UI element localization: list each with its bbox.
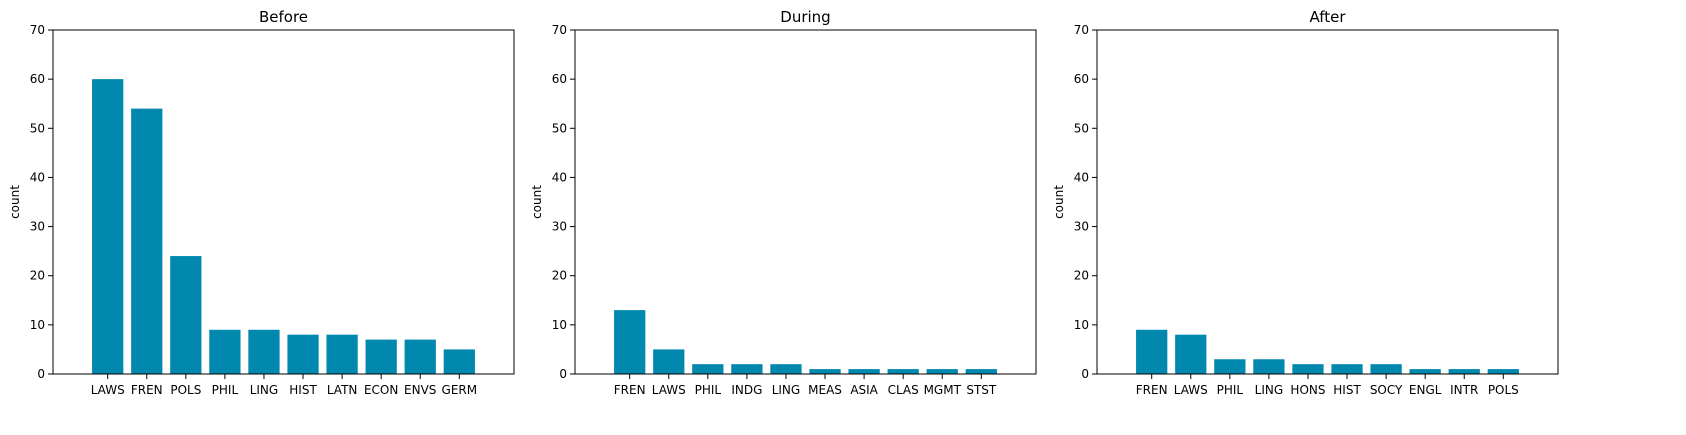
x-tick-label: LAWS xyxy=(91,383,125,397)
y-tick-label: 40 xyxy=(1074,170,1089,184)
x-tick-label: INTR xyxy=(1450,383,1478,397)
chart-panel-before: 0 10 20 30 40 50 60 70 LAWS FREN POLS PHIL LING HIST L… xyxy=(8,8,515,397)
y-tick-label: 50 xyxy=(30,121,45,135)
x-tick-label: HIST xyxy=(1333,383,1361,397)
bar-fren xyxy=(1136,329,1168,374)
x-tick-label: ENGL xyxy=(1409,383,1442,397)
bar-latn xyxy=(326,334,358,374)
x-tick-label: FREN xyxy=(1136,383,1168,397)
x-tick-label: MGMT xyxy=(924,383,962,397)
y-tick-label: 70 xyxy=(1074,23,1089,37)
y-tick-label: 0 xyxy=(37,367,45,381)
y-tick-label: 60 xyxy=(30,72,45,86)
chart-title: During xyxy=(780,8,830,26)
bar-econ xyxy=(365,339,397,374)
chart-panel-during: 0 10 20 30 40 50 60 70 FREN LAWS PHIL INDG LING MEAS A… xyxy=(530,8,1037,397)
x-tick-label: FREN xyxy=(131,383,163,397)
axes-frame xyxy=(574,29,1037,375)
bar-fren xyxy=(614,310,646,374)
x-tick-label: PHIL xyxy=(212,383,239,397)
x-tick-label: LAWS xyxy=(1174,383,1208,397)
bar-ling xyxy=(1253,359,1285,374)
bar-laws xyxy=(92,79,124,375)
x-tick-label: HONS xyxy=(1290,383,1325,397)
x-tick-label: LING xyxy=(1255,383,1284,397)
bar-germ xyxy=(443,349,475,374)
bar-meas xyxy=(809,369,841,374)
bar-fren xyxy=(131,108,163,374)
chart-title: After xyxy=(1309,8,1346,26)
y-tick-label: 10 xyxy=(30,318,45,332)
x-tick-label: MEAS xyxy=(808,383,842,397)
y-tick-label: 0 xyxy=(1081,367,1089,381)
y-tick-label: 30 xyxy=(1074,220,1089,234)
y-axis-label: count xyxy=(8,185,22,219)
x-tick-label: POLS xyxy=(1488,383,1519,397)
y-axis-label: count xyxy=(530,185,544,219)
x-tick-label: INDG xyxy=(731,383,762,397)
bar-phil xyxy=(1214,359,1246,374)
x-tick-label: POLS xyxy=(170,383,201,397)
bar-pols xyxy=(1487,369,1519,374)
bar-clas xyxy=(887,369,919,374)
x-tick-label: ASIA xyxy=(850,383,878,397)
y-tick-label: 30 xyxy=(30,220,45,234)
bar-phil xyxy=(692,364,724,374)
x-tick-label: GERM xyxy=(442,383,478,397)
x-tick-label: STST xyxy=(966,383,997,397)
bar-hist xyxy=(287,334,319,374)
bar-laws xyxy=(1175,334,1207,374)
bar-mgmt xyxy=(926,369,958,374)
x-tick-label: HIST xyxy=(289,383,317,397)
bar-hist xyxy=(1331,364,1363,374)
y-tick-label: 0 xyxy=(559,367,567,381)
x-tick-label: LATN xyxy=(327,383,358,397)
axes-frame xyxy=(1096,29,1559,375)
bar-phil xyxy=(209,329,241,374)
bar-laws xyxy=(653,349,685,374)
x-tick-label: SOCY xyxy=(1370,383,1403,397)
y-tick-label: 50 xyxy=(1074,121,1089,135)
y-tick-label: 60 xyxy=(1074,72,1089,86)
y-tick-label: 20 xyxy=(30,269,45,283)
bar-stst xyxy=(965,369,997,374)
y-tick-label: 70 xyxy=(30,23,45,37)
x-tick-label: LAWS xyxy=(652,383,686,397)
y-tick-label: 20 xyxy=(552,269,567,283)
x-tick-label: LING xyxy=(772,383,801,397)
bar-engl xyxy=(1409,369,1441,374)
bar-socy xyxy=(1370,364,1402,374)
x-tick-label: ENVS xyxy=(404,383,436,397)
chart-title: Before xyxy=(259,8,308,26)
y-tick-label: 60 xyxy=(552,72,567,86)
y-tick-label: 10 xyxy=(552,318,567,332)
y-axis-label: count xyxy=(1052,185,1066,219)
bar-asia xyxy=(848,369,880,374)
y-tick-label: 20 xyxy=(1074,269,1089,283)
y-tick-label: 30 xyxy=(552,220,567,234)
bar-envs xyxy=(404,339,436,374)
x-tick-label: LING xyxy=(250,383,279,397)
y-tick-label: 40 xyxy=(552,170,567,184)
bar-ling xyxy=(248,329,280,374)
bar-indg xyxy=(731,364,763,374)
y-tick-label: 40 xyxy=(30,170,45,184)
y-tick-label: 50 xyxy=(552,121,567,135)
x-tick-label: PHIL xyxy=(1217,383,1244,397)
bar-hons xyxy=(1292,364,1324,374)
bar-ling xyxy=(770,364,802,374)
x-tick-label: FREN xyxy=(614,383,646,397)
axes-frame xyxy=(52,29,515,375)
y-tick-label: 10 xyxy=(1074,318,1089,332)
y-tick-label: 70 xyxy=(552,23,567,37)
x-tick-label: ECON xyxy=(364,383,398,397)
chart-panel-after: 0 10 20 30 40 50 60 70 FREN LAWS PHIL LING HONS HIST S… xyxy=(1052,8,1559,397)
x-tick-label: CLAS xyxy=(888,383,919,397)
x-tick-label: PHIL xyxy=(695,383,722,397)
bar-pols xyxy=(170,256,202,374)
bar-intr xyxy=(1448,369,1480,374)
